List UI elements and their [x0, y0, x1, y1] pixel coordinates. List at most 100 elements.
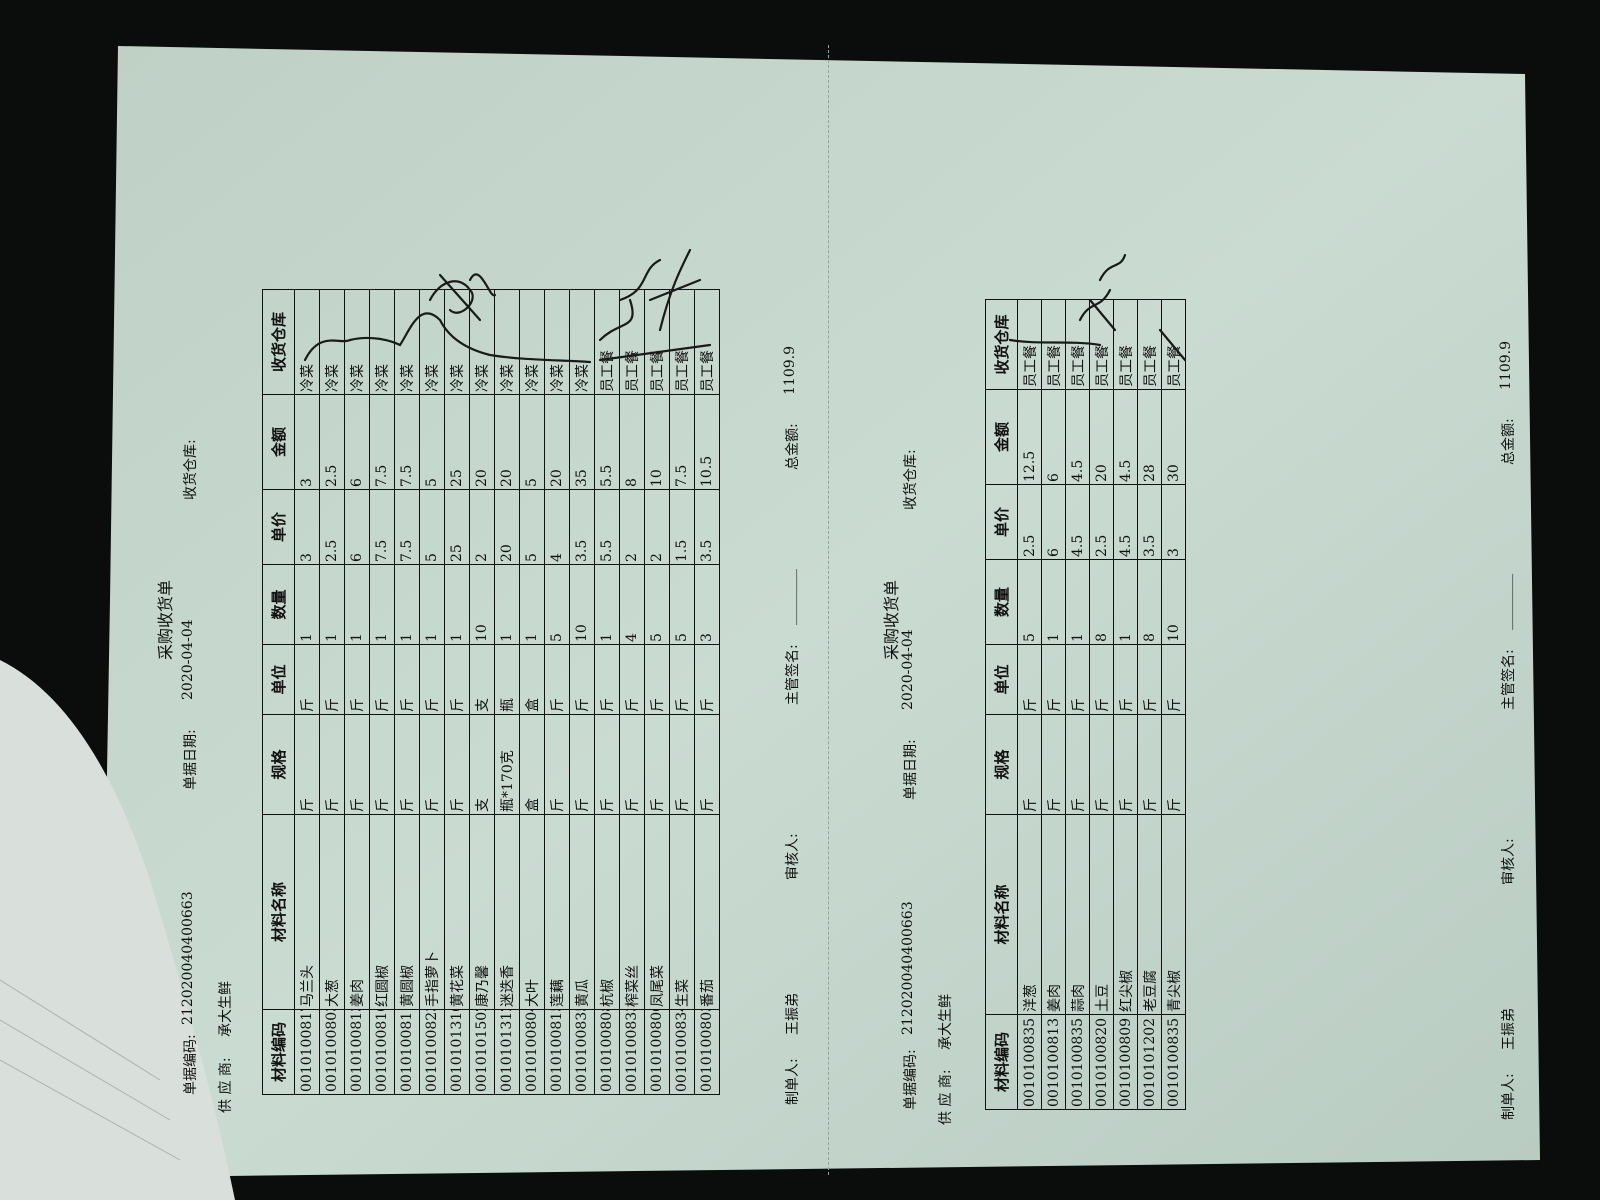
- table-cell: 8: [1089, 559, 1114, 645]
- table-cell: 斤: [1161, 644, 1186, 715]
- table-cell: 1: [594, 564, 620, 645]
- table-cell: 冷菜: [519, 289, 545, 395]
- table-cell: 1: [369, 564, 395, 645]
- table-cell: 黄花菜: [444, 814, 470, 1010]
- table-cell: 2.5: [319, 489, 345, 565]
- reviewer-label: 审核人:: [785, 833, 801, 880]
- table-cell: 斤: [1041, 644, 1066, 715]
- table-cell: 红圆椒: [369, 814, 395, 1010]
- table-cell: 5.5: [594, 489, 620, 565]
- manager-signature-line: ________: [782, 569, 798, 625]
- table-cell: 2.5: [1089, 484, 1114, 560]
- table-cell: 斤: [294, 714, 320, 815]
- table-cell: 员工餐: [1017, 299, 1042, 390]
- table-cell: 大叶: [519, 814, 545, 1010]
- table-cell: 1: [1065, 559, 1090, 645]
- table-cell: 3.5: [569, 489, 595, 565]
- table-cell: 斤: [394, 644, 420, 715]
- reviewer-label: 审核人:: [1501, 838, 1517, 885]
- table-row: 0010100835 黄瓜斤斤 10 3.5 35 冷菜: [569, 289, 595, 1095]
- table-cell: 斤: [1113, 714, 1138, 815]
- table-cell: 4.5: [1113, 484, 1138, 560]
- column-header: 材料名称: [262, 814, 295, 1010]
- table-cell: 冷菜: [294, 289, 320, 395]
- table-cell: 0010100835: [1161, 1014, 1186, 1110]
- column-header: 规格: [262, 714, 295, 815]
- table-header-row: 材料编码 材料名称 规格 单位 数量 单价 金额 收货仓库: [262, 289, 295, 1095]
- table-cell: 斤: [544, 644, 570, 715]
- table-cell: 2.5: [1017, 484, 1042, 560]
- warehouse-label: 收货仓库:: [903, 449, 919, 510]
- table-cell: 2: [469, 489, 495, 565]
- table-cell: 斤: [1017, 644, 1042, 715]
- column-header: 单价: [262, 489, 295, 565]
- table-cell: 5: [419, 489, 445, 565]
- items-table: 材料编码 材料名称 规格 单位 数量 单价 金额 收货仓库 0010100835 洋葱斤斤 5 2.5…: [985, 299, 1186, 1110]
- table-cell: 员工餐: [1089, 299, 1114, 390]
- table-cell: 斤: [594, 644, 620, 715]
- table-cell: 斤: [1137, 644, 1162, 715]
- document-frame: 采购收货单 单据编码: 212020040400663 单据日期: 2020-0…: [100, 45, 1540, 1175]
- table-cell: 冷菜: [369, 289, 395, 395]
- table-row: 0010100834 生菜斤斤 5 1.5 7.5 员工餐: [669, 289, 695, 1095]
- table-cell: 1: [1113, 559, 1138, 645]
- table-cell: 25: [444, 489, 470, 565]
- table-cell: 35: [569, 394, 595, 490]
- table-cell: 3: [1161, 484, 1186, 560]
- column-header: 金额: [262, 394, 295, 490]
- table-cell: 瓶*170克: [494, 714, 520, 815]
- column-header: 材料编码: [985, 1014, 1018, 1110]
- table-cell: 10: [644, 394, 670, 490]
- table-cell: 0010100810: [369, 1009, 395, 1095]
- table-cell: 盒: [519, 714, 545, 815]
- table-cell: 28: [1137, 389, 1162, 485]
- table-cell: 姜肉: [1041, 814, 1066, 1015]
- table-cell: 斤: [294, 644, 320, 715]
- table-cell: 员工餐: [644, 289, 670, 395]
- total-amount: 1109.9: [782, 346, 798, 395]
- receipt-title: 采购收货单: [882, 579, 901, 660]
- table-cell: 杭椒: [594, 814, 620, 1010]
- table-cell: 斤: [1113, 644, 1138, 715]
- column-header: 数量: [985, 559, 1018, 645]
- table-cell: 红尖椒: [1113, 814, 1138, 1015]
- column-header: 材料名称: [985, 814, 1018, 1015]
- table-cell: 莲藕: [544, 814, 570, 1010]
- table-cell: 4.5: [1065, 389, 1090, 485]
- table-cell: 0010100813: [1041, 1014, 1066, 1110]
- table-cell: 员工餐: [1041, 299, 1066, 390]
- table-row: 0010100835 洋葱斤斤 5 2.5 12.5 员工餐: [1017, 299, 1042, 1110]
- table-cell: 1: [1041, 559, 1066, 645]
- table-row: 0010100817 马兰头斤斤 1 3 3 冷菜: [294, 289, 320, 1095]
- table-cell: 3.5: [1137, 484, 1162, 560]
- table-cell: 3: [694, 564, 720, 645]
- table-cell: 7.5: [394, 394, 420, 490]
- table-cell: 支: [469, 714, 495, 815]
- table-cell: 瓶: [494, 644, 520, 715]
- maker-label: 制单人:: [1501, 1073, 1517, 1120]
- table-cell: 冷菜: [319, 289, 345, 395]
- table-cell: 员工餐: [694, 289, 720, 395]
- maker: 王振弟: [1501, 1008, 1517, 1050]
- table-cell: 冷菜: [394, 289, 420, 395]
- table-cell: 0010101202: [1137, 1014, 1162, 1110]
- doc-no: 212020040400663: [180, 891, 196, 1025]
- maker-label: 制单人:: [785, 1058, 801, 1105]
- table-cell: 冷菜: [494, 289, 520, 395]
- table-cell: 斤: [544, 714, 570, 815]
- table-cell: 6: [1041, 484, 1066, 560]
- table-cell: 老豆腐: [1137, 814, 1162, 1015]
- table-cell: 斤: [319, 644, 345, 715]
- table-row: 0010100809 红尖椒斤斤 1 4.5 4.5 员工餐: [1113, 299, 1138, 1110]
- table-cell: 0010100835: [1017, 1014, 1042, 1110]
- table-cell: 20: [1089, 389, 1114, 485]
- table-cell: 0010100833: [619, 1009, 645, 1095]
- table-cell: 斤: [344, 644, 370, 715]
- table-cell: 斤: [1089, 714, 1114, 815]
- table-cell: 5: [519, 394, 545, 490]
- doc-no: 212020040400663: [900, 901, 916, 1035]
- supplier-label: 供 应 商:: [218, 1057, 234, 1113]
- column-header: 金额: [985, 389, 1018, 485]
- table-cell: 蒜肉: [1065, 814, 1090, 1015]
- date-label: 单据日期:: [903, 739, 919, 800]
